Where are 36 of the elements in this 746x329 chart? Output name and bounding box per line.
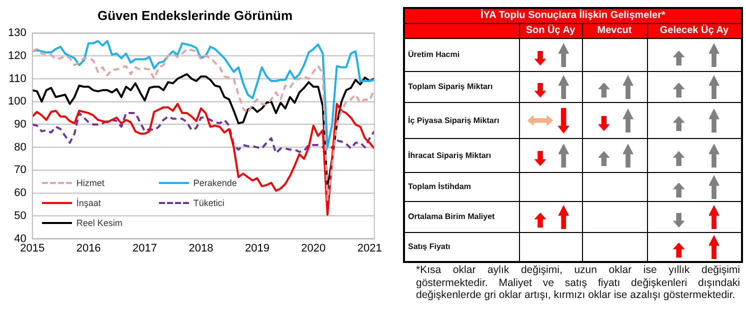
category-label: İç Piyasa Sipariş Miktarı: [408, 116, 500, 124]
legend-label: Reel Kesim: [75, 216, 122, 229]
legend-label: Tüketici: [192, 196, 224, 209]
category-label: Mevcut: [582, 24, 647, 38]
category-label: Gelecek Üç Ay: [647, 24, 742, 38]
text: İYA Toplu Sonuçlara İlişkin Gelişmeler*: [404, 8, 742, 24]
y-tick-label: 90: [14, 118, 26, 130]
y-tick-label: 120: [8, 50, 26, 62]
x-tick-label: 2020: [301, 242, 326, 254]
category-label: Toplam İstihdam: [408, 182, 471, 191]
category-label: Ortalama Birim Maliyet: [408, 212, 495, 221]
x-tick-label: 2021: [357, 242, 382, 254]
y-tick-label: 40: [14, 232, 26, 245]
y-tick-label: 110: [8, 72, 26, 85]
category-label: Toplam Sipariş Miktarı: [408, 82, 493, 91]
y-tick-label: 100: [8, 96, 26, 108]
x-tick-label: 2019: [244, 242, 270, 254]
x-tick-label: 2016: [76, 242, 101, 254]
y-tick-label: 50: [14, 210, 26, 222]
text: *Kısa oklar aylık değişimi, uzun oklar ise yıllık değişimi göstermektedir. Maliyet ve satış fiyatı değişkenleri dışındaki değişkenlerde gri oklar artışı, kırmızı oklar ise azalışı göstermektedir.: [416, 264, 740, 302]
category-label: İhracat Sipariş Miktarı: [408, 150, 492, 160]
category-label: Son Üç Ay: [519, 24, 582, 38]
y-tick-label: 70: [14, 164, 26, 176]
x-tick-label: 2015: [20, 242, 45, 254]
y-tick-label: 80: [14, 141, 26, 154]
line-series: [32, 112, 374, 154]
y-tick-label: 130: [8, 27, 26, 40]
category-label: Satış Fiyatı: [408, 242, 450, 251]
legend-label: Hizmet: [75, 176, 104, 189]
chart-title: Güven Endekslerinde Görünüm: [96, 8, 294, 23]
legend-label: Perakende: [192, 176, 237, 189]
category-label: Üretim Hacmi: [408, 50, 460, 59]
x-tick-label: 2018: [188, 242, 214, 254]
x-tick-label: 2017: [132, 242, 158, 254]
legend-label: İnşaat: [75, 196, 101, 209]
y-tick-label: 60: [14, 187, 26, 200]
